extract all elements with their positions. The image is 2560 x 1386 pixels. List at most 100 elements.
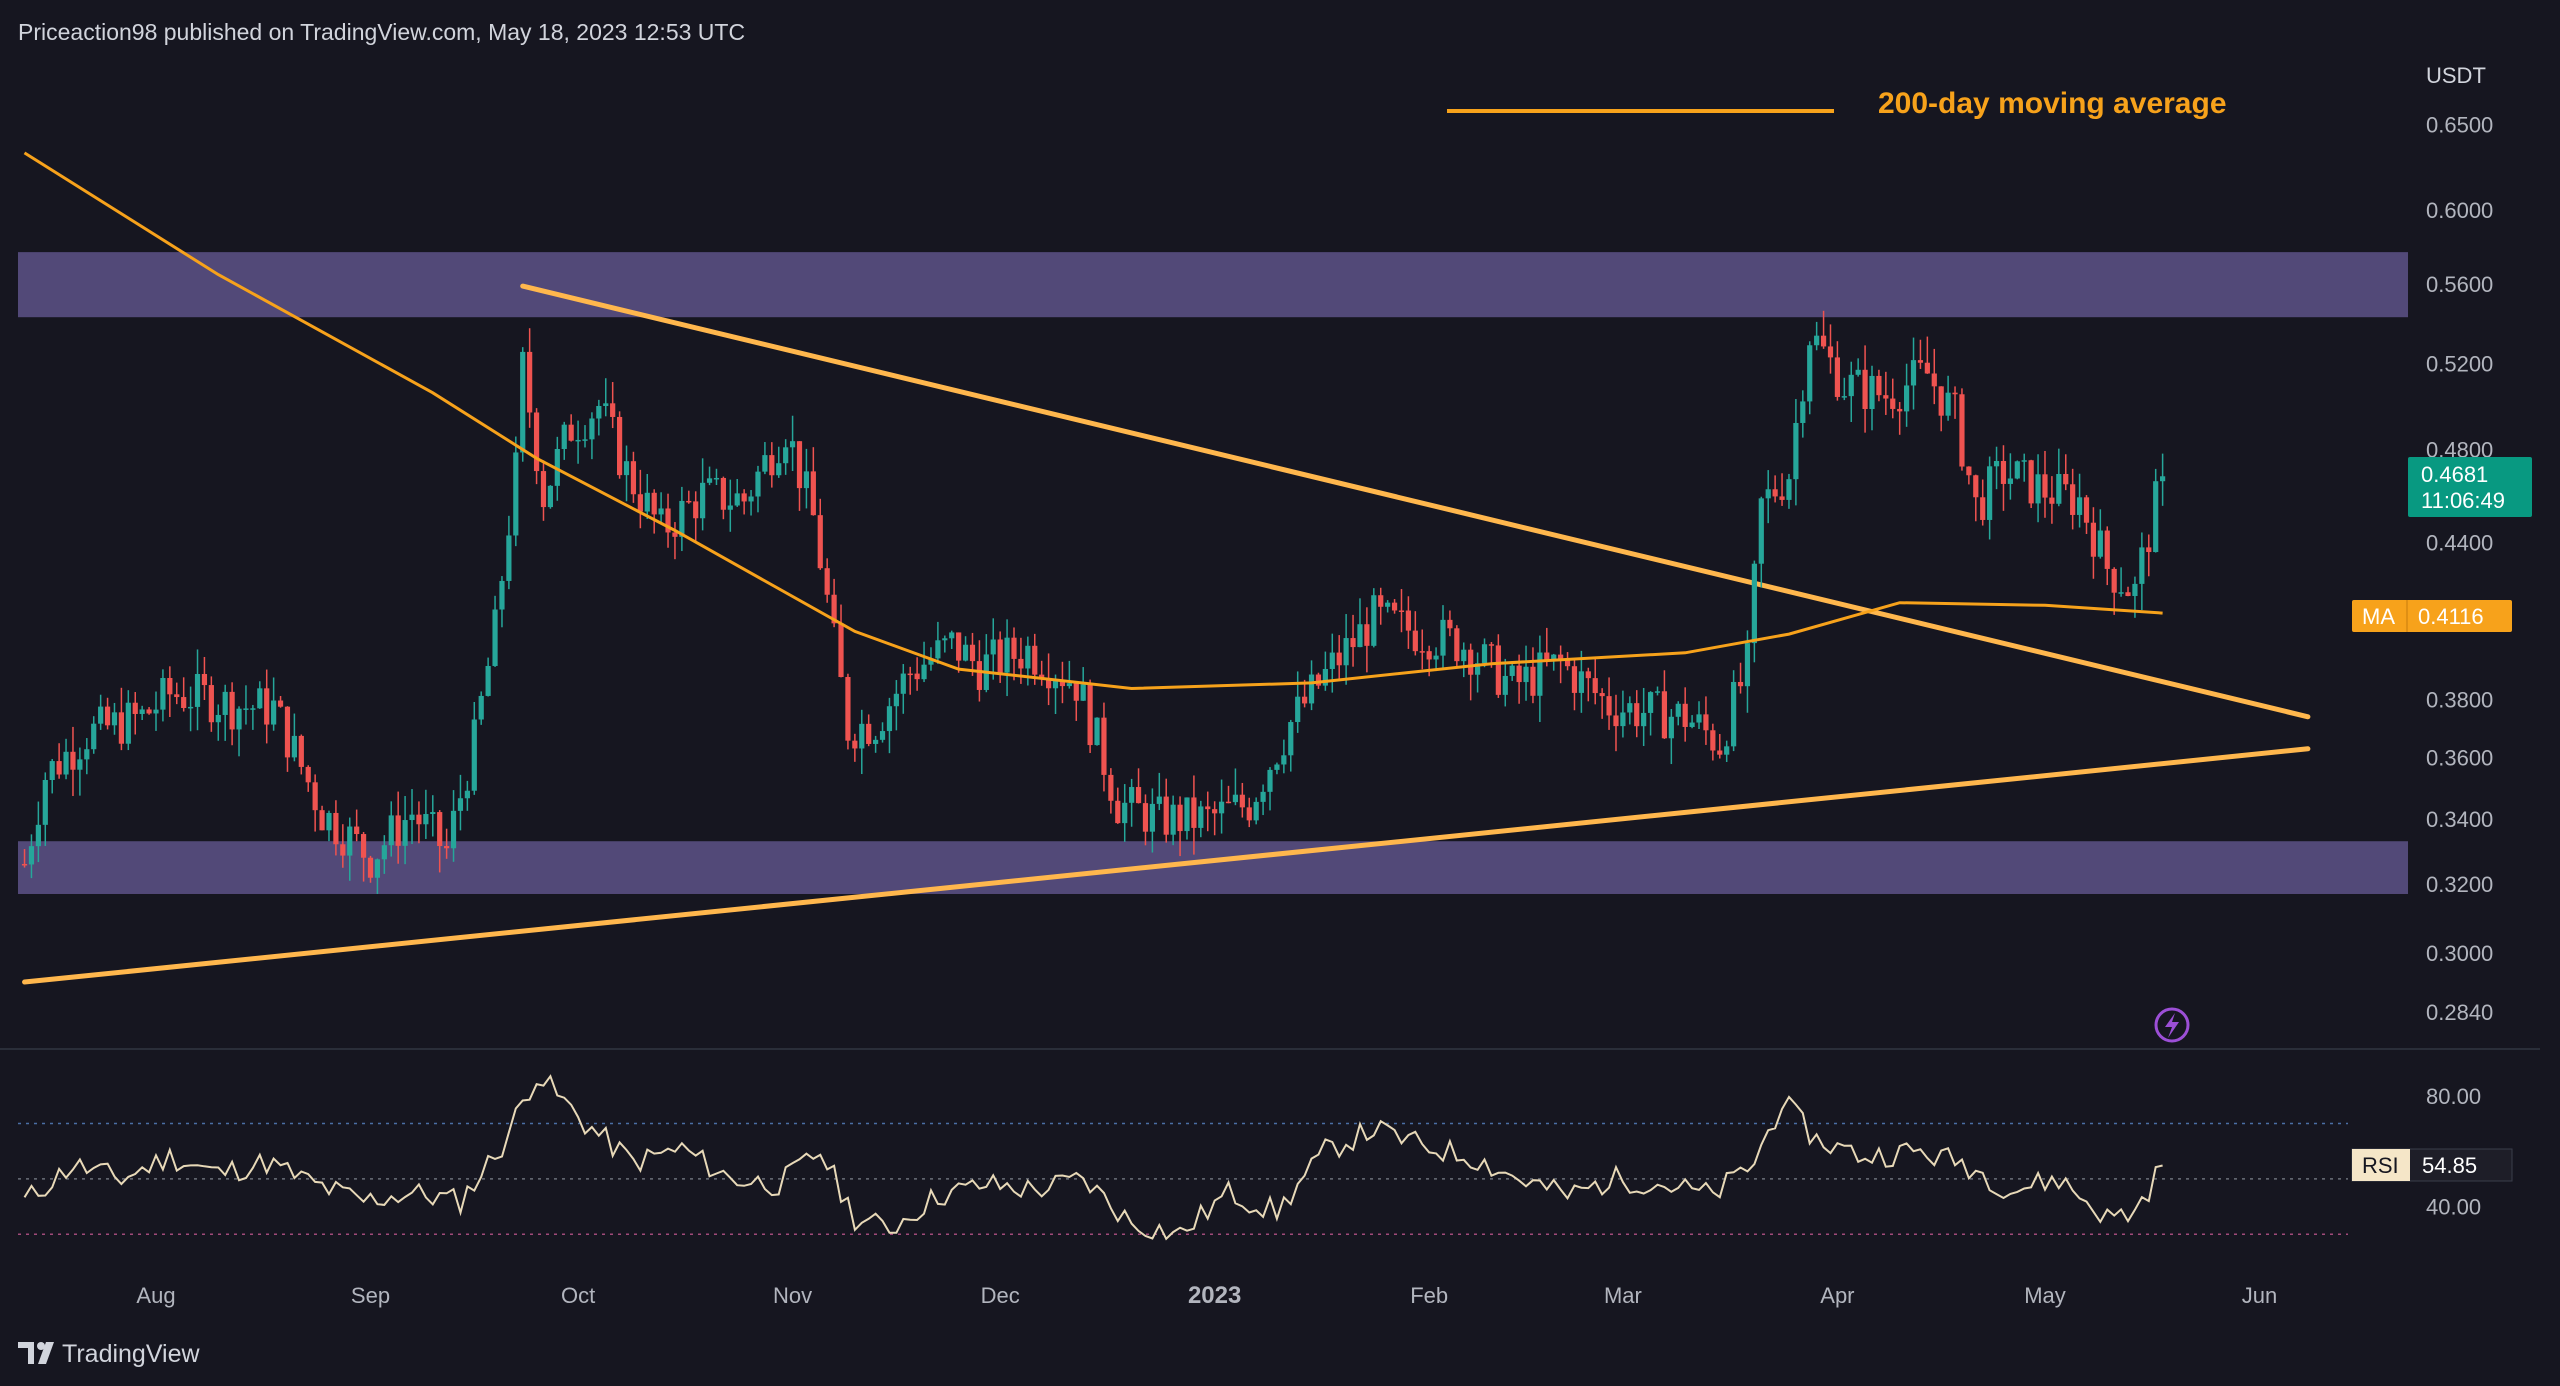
candle-body (1592, 678, 1598, 694)
candle-body (879, 731, 886, 740)
candle-body (499, 580, 505, 610)
ma-layer (23, 151, 2163, 691)
candle-body (139, 709, 145, 714)
candle (1212, 801, 1218, 836)
candle-body (1910, 360, 1917, 386)
candle (284, 706, 291, 772)
candle (776, 446, 782, 478)
candle (1564, 652, 1571, 671)
candle-body (2132, 583, 2138, 597)
candle (1364, 607, 1370, 673)
candle (264, 669, 270, 744)
candle-body (1779, 496, 1785, 500)
candle (70, 726, 76, 797)
candle-body (236, 708, 242, 730)
candle-body (1993, 460, 2000, 467)
candle-body (277, 700, 284, 707)
candle (1537, 635, 1543, 723)
candle-body (1052, 680, 1059, 689)
candle-body (215, 714, 221, 723)
candle (1246, 797, 1252, 828)
candle (1267, 767, 1273, 811)
candle-body (187, 706, 194, 709)
candle (236, 706, 242, 757)
x-tick-label: Apr (1820, 1283, 1854, 1308)
candle-body (1820, 335, 1827, 347)
candle-body (1945, 392, 1951, 416)
candle-body (1862, 369, 1868, 410)
candle-body (859, 723, 865, 749)
candle-body (575, 439, 581, 442)
candle-body (1267, 769, 1273, 792)
ma-value-badge (2352, 600, 2512, 632)
candle (243, 685, 249, 725)
candle-body (271, 700, 277, 725)
candle-body (1488, 644, 1495, 646)
candle-body (748, 496, 754, 502)
candle-body (1474, 663, 1481, 675)
candle (1184, 797, 1190, 840)
candle (271, 677, 277, 731)
candle-body (2056, 473, 2062, 504)
candle-body (2042, 474, 2048, 498)
candle-body (776, 463, 782, 476)
candle (1149, 788, 1155, 853)
candle (1073, 682, 1079, 721)
candle (1232, 768, 1239, 806)
lightning-icon[interactable] (2154, 1007, 2190, 1043)
candle-body (1122, 802, 1128, 824)
candle (1087, 679, 1093, 753)
candle (1004, 619, 1010, 697)
tradingview-logo (18, 1342, 54, 1364)
candle (506, 515, 512, 590)
candle (513, 436, 519, 547)
candle (1696, 701, 1702, 730)
candle-body (831, 594, 837, 624)
descending-trendline (520, 283, 2311, 720)
candle-body (1841, 396, 1847, 398)
candle-body (2160, 476, 2166, 482)
candle (499, 576, 505, 628)
candle (748, 490, 754, 516)
x-tick-label: Sep (351, 1283, 390, 1308)
candle-body (1772, 489, 1778, 497)
candle-body (1883, 395, 1889, 399)
candle-body (1987, 466, 1993, 520)
candle-body (755, 471, 761, 497)
candle-body (1045, 679, 1052, 689)
candle-body (167, 677, 173, 695)
y-tick-label: 0.3200 (2426, 872, 2493, 897)
candle-body (1094, 717, 1100, 746)
candle (187, 686, 194, 732)
candle-body (976, 661, 983, 690)
candle (727, 479, 733, 532)
candle (1274, 762, 1280, 775)
candle (1620, 690, 1626, 738)
candle (838, 604, 844, 678)
candle-body (1440, 619, 1446, 656)
candle-body (1426, 651, 1432, 660)
candle-body (243, 708, 249, 710)
trendlines-layer (22, 283, 2311, 985)
candle (1343, 614, 1349, 685)
candle (1966, 466, 1972, 485)
candle (1295, 671, 1301, 733)
candle (1779, 473, 1785, 506)
candle-body (969, 644, 976, 662)
candle-body (1433, 655, 1439, 660)
candle-body (56, 761, 62, 775)
candle (1578, 650, 1584, 713)
candle (810, 447, 816, 516)
candle-body (1641, 712, 1647, 727)
candle-body (1744, 643, 1751, 687)
candle-body (603, 403, 609, 407)
candle (879, 722, 886, 743)
candle-body (1710, 730, 1716, 751)
candle-body (1302, 696, 1308, 704)
candle-body (1599, 693, 1605, 697)
candle (789, 415, 796, 471)
candle (319, 805, 325, 831)
